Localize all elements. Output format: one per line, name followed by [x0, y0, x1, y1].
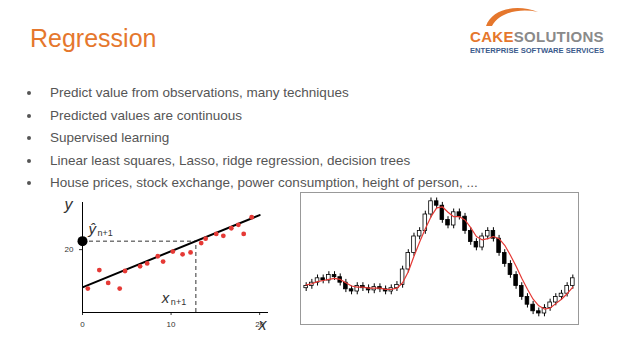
html-text:ENTERPRISE SOFTWARE SERVICES: ENTERPRISE SOFTWARE SERVICES	[470, 46, 604, 55]
svg-text:0: 0	[80, 320, 85, 329]
html-text:Linear least squares, Lasso, r: Linear least squares, Lasso, ridge regre…	[50, 152, 411, 168]
svg-text:y: y	[64, 196, 74, 213]
html-text:Predicted values are continuou: Predicted values are continuous	[50, 107, 243, 123]
html-text:Regression: Regression	[30, 24, 157, 52]
html-text:Supervised learning: Supervised learning	[50, 130, 170, 146]
html-text:House prices, stock exchange,: House prices, stock exchange, power cons…	[50, 175, 478, 191]
svg-text:x: x	[161, 289, 170, 306]
html-text:CAKE SOLUTIONS: CAKE SOLUTIONS	[470, 28, 604, 45]
svg-text:20: 20	[65, 245, 74, 254]
svg-text:n+1: n+1	[98, 228, 113, 238]
svg-text:n+1: n+1	[171, 297, 186, 307]
svg-text:x: x	[258, 316, 268, 333]
svg-text:ŷ: ŷ	[88, 220, 98, 237]
html-text:Predict value from observation: Predict value from observations, many te…	[50, 85, 349, 100]
svg-text:10: 10	[167, 320, 176, 329]
